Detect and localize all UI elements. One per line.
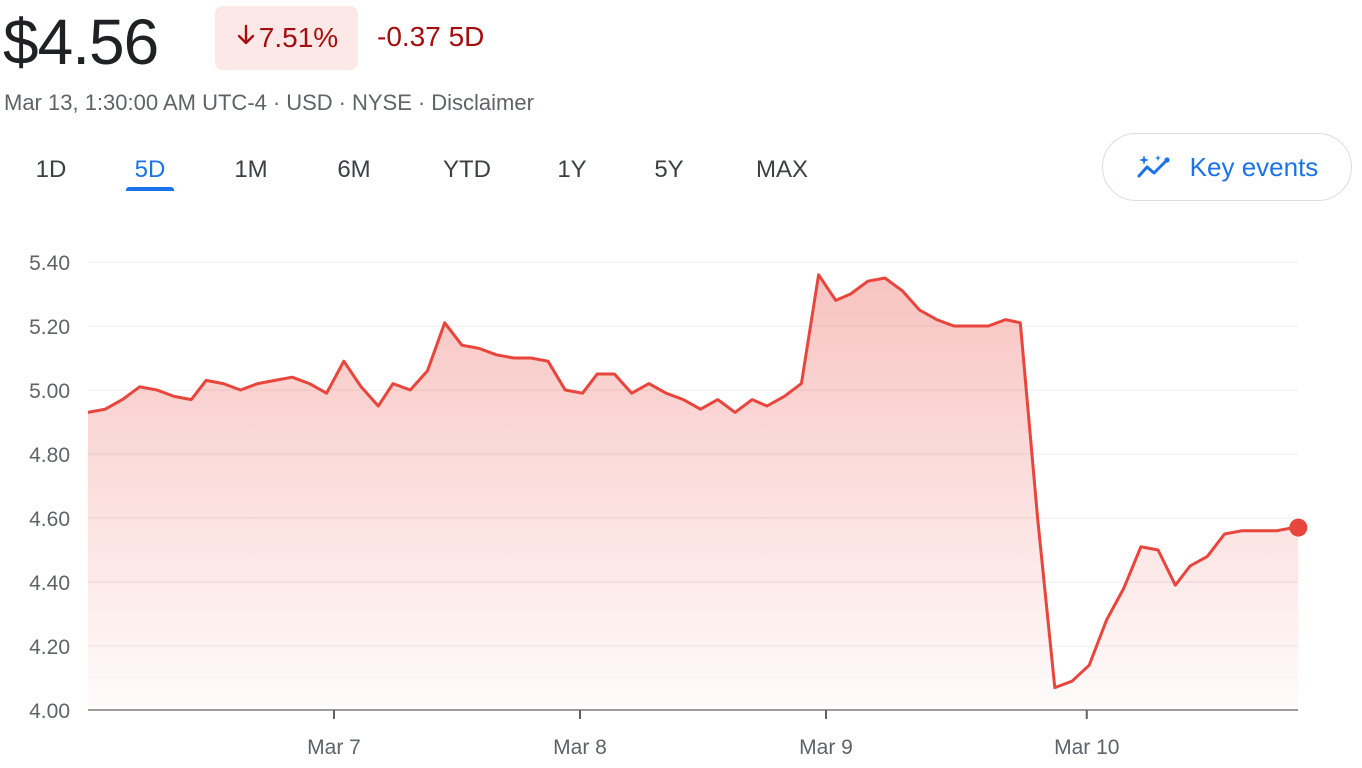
- y-tick-label: 5.40: [29, 252, 70, 275]
- y-tick-label: 4.00: [29, 700, 70, 723]
- key-events-button[interactable]: Key events: [1102, 133, 1352, 201]
- quote-currency: USD: [286, 90, 333, 115]
- y-axis-labels: 4.00 4.20 4.40 4.60 4.80 5.00 5.20 5.40: [29, 252, 70, 723]
- absolute-change: -0.37 5D: [377, 21, 485, 52]
- latest-price-marker: [1289, 518, 1308, 537]
- x-axis-labels: Mar 7 Mar 8 Mar 9 Mar 10: [307, 710, 1119, 759]
- y-tick-label: 5.20: [29, 316, 70, 339]
- quote-timestamp: Mar 13, 1:30:00 AM UTC-4: [4, 90, 267, 115]
- meta-separator: ·: [417, 90, 426, 115]
- key-events-label: Key events: [1189, 151, 1319, 182]
- meta-separator: ·: [272, 90, 281, 115]
- percent-change-badge: 7.51%: [215, 6, 358, 70]
- active-tab-indicator: [126, 187, 174, 191]
- tab-5y[interactable]: 5Y: [654, 156, 684, 183]
- x-tick-label: Mar 9: [799, 736, 853, 759]
- quote-exchange: NYSE: [352, 90, 412, 115]
- tab-6m[interactable]: 6M: [337, 156, 371, 183]
- tab-ytd[interactable]: YTD: [443, 156, 491, 183]
- percent-change-value: 7.51%: [258, 22, 339, 53]
- disclaimer-link[interactable]: Disclaimer: [431, 90, 534, 115]
- y-tick-label: 4.80: [29, 444, 70, 467]
- sparkle-trend-icon: [1137, 155, 1170, 178]
- y-tick-label: 5.00: [29, 380, 70, 403]
- price-area-fill: [88, 274, 1299, 710]
- current-price: $4.56: [3, 6, 159, 78]
- x-tick-label: Mar 10: [1054, 736, 1119, 759]
- price-line: [87, 273, 1299, 690]
- price-chart[interactable]: 4.004.204.404.604.805.005.205.40 Mar 7 Ma…: [0, 210, 1362, 768]
- y-tick-label: 4.60: [29, 508, 70, 531]
- arrow-down-icon: [235, 23, 257, 54]
- tab-1y[interactable]: 1Y: [557, 156, 587, 183]
- tab-1d[interactable]: 1D: [35, 156, 67, 183]
- tab-5d[interactable]: 5D: [134, 156, 166, 183]
- y-tick-label: 4.20: [29, 636, 70, 659]
- tab-1m[interactable]: 1M: [234, 156, 268, 183]
- x-tick-label: Mar 8: [553, 736, 607, 759]
- meta-separator: ·: [338, 90, 346, 115]
- x-tick-label: Mar 7: [307, 736, 361, 759]
- tab-max[interactable]: MAX: [755, 156, 808, 183]
- quote-meta-line: Mar 13, 1:30:00 AM UTC-4 · USD · NYSE · Discla…: [4, 89, 534, 117]
- y-tick-label: 4.40: [29, 572, 70, 595]
